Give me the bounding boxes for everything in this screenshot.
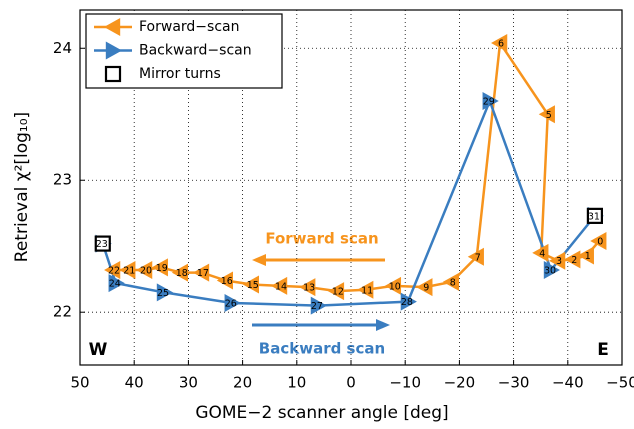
marker [171, 263, 189, 282]
x-tick-label: 0 [346, 374, 356, 392]
point-label: 3 [556, 256, 562, 267]
marker [94, 235, 111, 252]
annotation: Backward scan [259, 340, 385, 358]
marker [119, 260, 136, 279]
legend: Forward−scan Backward−scan Mirror turns [85, 13, 283, 89]
legend-marker [104, 65, 122, 83]
marker [310, 296, 327, 315]
forward-arrowhead [252, 254, 266, 266]
marker [532, 243, 549, 262]
backward-arrowhead [376, 319, 390, 331]
y-tick-label: 24 [53, 39, 72, 57]
marker [270, 276, 288, 295]
annotation: W [89, 340, 108, 360]
point-label: 27 [311, 301, 323, 312]
marker [224, 293, 241, 312]
marker [357, 280, 374, 299]
point-label: 7 [475, 252, 481, 263]
marker [299, 278, 316, 297]
legend-label: Mirror turns [139, 66, 221, 82]
x-tick-label: −20 [444, 374, 476, 392]
x-tick-label: −10 [389, 374, 421, 392]
point-label: 23 [96, 239, 108, 250]
x-tick-label: 50 [70, 374, 89, 392]
marker [590, 231, 607, 250]
marker [216, 271, 233, 290]
marker [384, 276, 402, 295]
point-label: 21 [123, 265, 135, 276]
marker [538, 105, 555, 124]
marker [108, 274, 125, 293]
legend-marker [105, 41, 122, 60]
marker [543, 260, 560, 279]
marker [467, 247, 484, 266]
x-tick-label: 30 [179, 374, 198, 392]
point-label: 22 [108, 265, 120, 276]
point-label: 4 [539, 248, 545, 259]
marker [586, 207, 604, 224]
marker [482, 92, 499, 111]
marker [156, 283, 174, 302]
x-tick-label: 10 [287, 374, 306, 392]
marker [577, 246, 594, 265]
legend-label: Forward−scan [139, 19, 239, 35]
point-label: 5 [546, 110, 552, 121]
point-label: 30 [544, 265, 556, 276]
point-label: 20 [140, 265, 152, 276]
marker [192, 263, 210, 282]
point-label: 10 [389, 281, 401, 292]
point-label: 24 [109, 279, 121, 290]
annotation: E [597, 340, 609, 360]
legend-label: Backward−scan [139, 43, 252, 59]
point-label: 28 [401, 297, 413, 308]
marker [242, 275, 260, 294]
annotation: Forward scan [265, 230, 378, 248]
point-label: 11 [361, 285, 373, 296]
point-label: 26 [225, 298, 237, 309]
marker [442, 272, 460, 291]
y-tick-label: 22 [53, 303, 72, 321]
x-tick-label: −40 [552, 374, 584, 392]
point-label: 18 [176, 268, 188, 279]
point-label: 19 [156, 263, 168, 274]
x-tick-label: −30 [498, 374, 530, 392]
legend-marker [104, 18, 121, 36]
x-tick-label: 40 [125, 374, 144, 392]
x-tick-label: 20 [233, 374, 252, 392]
marker [416, 278, 433, 297]
point-label: 9 [423, 283, 429, 294]
marker [400, 292, 417, 311]
point-label: 17 [197, 268, 209, 279]
point-label: 8 [450, 277, 456, 288]
marker [549, 251, 566, 270]
marker [104, 260, 121, 279]
marker [151, 258, 168, 277]
point-label: 29 [483, 97, 495, 108]
point-label: 13 [303, 283, 315, 294]
point-label: 6 [498, 38, 504, 49]
marker [491, 33, 508, 52]
x-tick-label: −50 [606, 374, 634, 392]
marker [327, 282, 345, 301]
point-label: 0 [597, 236, 603, 247]
point-label: 31 [588, 211, 600, 222]
point-label: 25 [157, 288, 169, 299]
point-label: 12 [332, 287, 344, 298]
point-label: 2 [571, 255, 577, 266]
point-label: 15 [247, 280, 259, 291]
marker [136, 260, 153, 279]
point-label: 16 [221, 276, 233, 287]
y-axis-label: Retrieval χ²[log₁₀] [12, 112, 32, 262]
point-label: 1 [585, 251, 591, 262]
x-axis-label: GOME−2 scanner angle [deg] [195, 403, 448, 423]
plot-frame [79, 9, 623, 366]
y-tick-label: 23 [53, 171, 72, 189]
marker [564, 250, 581, 269]
point-label: 14 [275, 281, 287, 292]
